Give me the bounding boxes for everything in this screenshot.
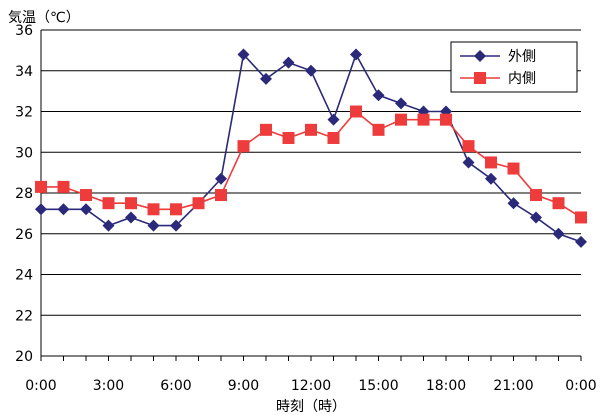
data-point bbox=[80, 189, 92, 202]
data-point bbox=[170, 203, 182, 216]
x-tick-label: 3:00 bbox=[93, 378, 124, 394]
data-point bbox=[507, 197, 520, 210]
x-tick-label: 15:00 bbox=[358, 378, 398, 394]
data-point bbox=[372, 123, 385, 136]
data-point bbox=[260, 72, 272, 85]
data-point bbox=[35, 203, 47, 216]
y-tick-labels: 20 22 24 26 28 30 32 34 36 bbox=[15, 23, 33, 365]
data-point bbox=[350, 48, 362, 61]
y-tick-label: 28 bbox=[15, 186, 33, 202]
y-tick-label: 26 bbox=[15, 227, 33, 243]
data-point bbox=[305, 123, 317, 136]
legend-marker bbox=[474, 50, 486, 62]
legend-box bbox=[450, 41, 578, 93]
data-point bbox=[372, 89, 385, 102]
x-tick-labels: 0:00 3:00 6:00 9:00 12:00 15:00 18:00 21:00 0:00 bbox=[25, 378, 596, 394]
x-axis-title: 時刻（時） bbox=[276, 399, 346, 415]
data-point bbox=[530, 211, 542, 224]
data-point bbox=[80, 203, 92, 216]
data-point bbox=[327, 131, 340, 144]
data-point bbox=[530, 189, 542, 202]
data-point bbox=[485, 172, 497, 185]
data-point bbox=[552, 227, 565, 240]
data-point bbox=[462, 156, 475, 169]
y-axis-title: 気温（℃） bbox=[8, 10, 80, 26]
legend-label: 外側 bbox=[508, 49, 536, 65]
data-point bbox=[147, 219, 160, 232]
y-tick-label: 36 bbox=[15, 23, 33, 39]
series-group bbox=[35, 48, 587, 248]
data-point bbox=[102, 197, 115, 210]
x-tick-label: 18:00 bbox=[426, 378, 466, 394]
data-point bbox=[260, 123, 272, 136]
data-point bbox=[575, 235, 587, 248]
legend-label: 内側 bbox=[508, 71, 536, 87]
data-point bbox=[485, 156, 497, 169]
y-tick-label: 34 bbox=[15, 64, 33, 80]
data-point bbox=[35, 180, 47, 193]
x-tick-label: 9:00 bbox=[228, 378, 259, 394]
legend-marker bbox=[474, 72, 486, 84]
data-point bbox=[282, 56, 295, 69]
data-point bbox=[417, 113, 430, 126]
y-tick-label: 22 bbox=[15, 308, 33, 324]
y-tick-label: 30 bbox=[15, 145, 33, 161]
data-point bbox=[237, 48, 250, 61]
data-point bbox=[57, 203, 70, 216]
data-point bbox=[147, 203, 160, 216]
data-point bbox=[237, 140, 250, 153]
data-point bbox=[350, 105, 362, 118]
gridlines bbox=[40, 29, 582, 361]
data-point bbox=[57, 180, 70, 193]
data-point bbox=[215, 172, 227, 185]
data-point bbox=[440, 113, 452, 126]
x-tick-label: 12:00 bbox=[291, 378, 331, 394]
data-point bbox=[215, 189, 227, 202]
data-point bbox=[327, 113, 340, 126]
y-tick-label: 32 bbox=[15, 105, 33, 121]
data-point bbox=[462, 140, 475, 153]
x-tick-label: 6:00 bbox=[160, 378, 191, 394]
y-tick-label: 20 bbox=[15, 349, 33, 365]
data-point bbox=[552, 197, 565, 210]
data-point bbox=[192, 197, 205, 210]
data-point bbox=[575, 211, 587, 224]
y-tick-label: 24 bbox=[15, 268, 33, 284]
data-point bbox=[395, 97, 407, 110]
x-tick-label: 0:00 bbox=[565, 378, 596, 394]
data-point bbox=[102, 219, 115, 232]
data-point bbox=[125, 211, 137, 224]
data-point bbox=[507, 162, 520, 175]
x-tick-label: 0:00 bbox=[25, 378, 56, 394]
series-1 bbox=[35, 105, 587, 224]
data-point bbox=[395, 113, 407, 126]
data-point bbox=[282, 131, 295, 144]
data-point bbox=[125, 197, 137, 210]
data-point bbox=[170, 219, 182, 232]
x-tick-label: 21:00 bbox=[493, 378, 533, 394]
data-point bbox=[305, 64, 317, 77]
